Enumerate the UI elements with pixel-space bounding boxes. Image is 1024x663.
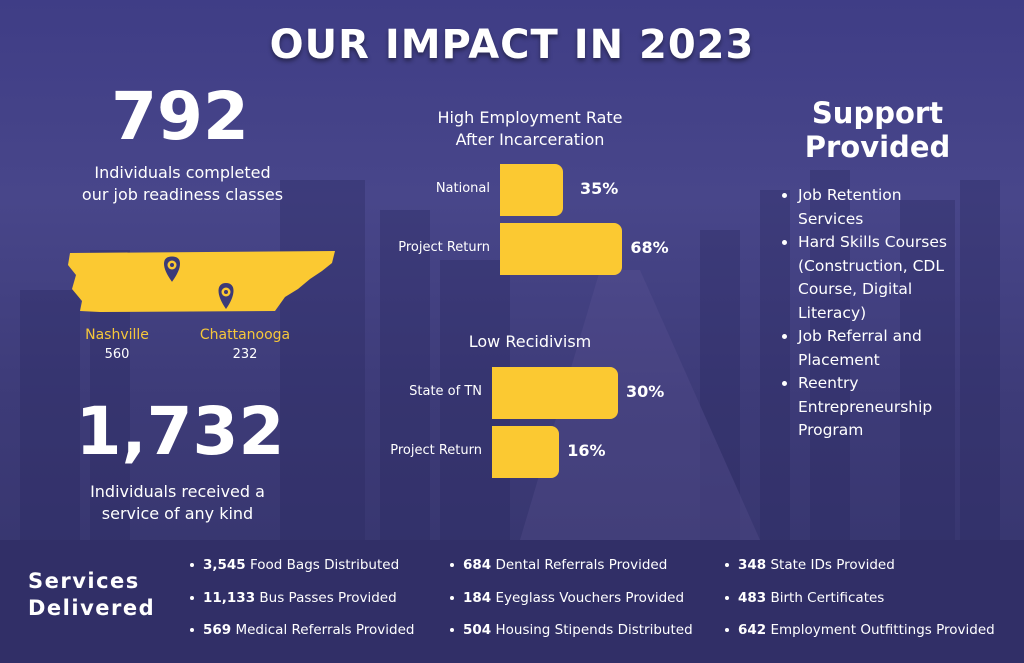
services-heading: Services Delivered [28,568,155,622]
service-item: 504 Housing Stipends Distributed [450,622,693,638]
completed-count: 792 [111,78,249,155]
bar-value-label: 30% [626,382,665,401]
bar [500,223,623,275]
bullet-icon [725,563,729,567]
bullet-icon [725,596,729,600]
service-item: 11,133 Bus Passes Provided [190,590,397,606]
support-item: Hard Skills Courses(Construction, CDLCou… [798,231,1018,325]
caption-line: Individuals completed [94,163,271,182]
bar-value-label: 35% [580,179,619,198]
service-item: 684 Dental Referrals Provided [450,557,667,573]
location-nashville: Nashville 560 [72,327,162,362]
service-count: 483 [738,590,767,606]
service-label: Housing Stipends Distributed [491,622,693,638]
service-label: Medical Referrals Provided [231,622,415,638]
bar [492,426,560,478]
heading-line: Services [28,569,140,593]
location-count: 560 [104,347,130,362]
chart-title-line: After Incarceration [455,130,605,149]
service-item: 642 Employment Outfittings Provided [725,622,995,638]
bar [492,367,618,419]
bullet-icon [190,596,194,600]
heading-line: Support [811,96,944,130]
heading-line: Delivered [28,596,156,620]
heading-line: Provided [804,130,951,164]
bar-value-label: 68% [630,238,669,257]
service-item: 483 Birth Certificates [725,590,884,606]
tennessee-map [68,251,335,312]
service-item: 3,545 Food Bags Distributed [190,557,399,573]
bullet-icon [190,563,194,567]
caption-line: Individuals received a [90,482,265,501]
service-label: Food Bags Distributed [245,557,400,573]
bullet-icon [450,628,454,632]
page-title: OUR IMPACT IN 2023 [269,22,755,68]
served-caption: Individuals received a service of any ki… [40,481,315,525]
map-pin-icon [164,256,180,282]
support-heading: Support Provided [790,96,965,164]
service-label: Employment Outfittings Provided [766,622,995,638]
services-band [0,540,1024,663]
service-count: 684 [463,557,492,573]
service-label: Eyeglass Vouchers Provided [491,590,685,606]
service-count: 569 [203,622,232,638]
service-count: 348 [738,557,767,573]
location-chattanooga: Chattanooga 232 [190,327,300,362]
bullet-icon [725,628,729,632]
service-count: 11,133 [203,590,256,606]
employment-chart-title: High Employment Rate After Incarceration [400,107,660,151]
served-count: 1,732 [75,393,285,470]
bar-label: State of TN [409,384,482,399]
map-pin-icon [218,283,234,309]
bar-label: Project Return [398,240,490,255]
service-count: 642 [738,622,767,638]
recidivism-chart-title: Low Recidivism [468,332,592,351]
service-label: State IDs Provided [766,557,895,573]
bullet-icon [450,596,454,600]
chart-title-line: High Employment Rate [437,108,623,127]
caption-line: our job readiness classes [81,185,284,204]
bullet-icon [450,563,454,567]
service-item: 348 State IDs Provided [725,557,895,573]
completed-caption: Individuals completed our job readiness … [40,162,325,206]
location-city: Chattanooga [199,327,291,343]
bullet-icon [190,628,194,632]
service-item: 569 Medical Referrals Provided [190,622,414,638]
service-label: Dental Referrals Provided [491,557,668,573]
bar [500,164,563,216]
service-count: 184 [463,590,492,606]
location-city: Nashville [85,327,149,343]
bar-value-label: 16% [567,441,606,460]
location-count: 232 [232,347,258,362]
service-label: Birth Certificates [766,590,885,606]
service-item: 184 Eyeglass Vouchers Provided [450,590,684,606]
bar-label: National [435,181,490,196]
service-count: 3,545 [203,557,246,573]
bar-label: Project Return [390,443,482,458]
service-count: 504 [463,622,492,638]
caption-line: service of any kind [101,504,254,523]
service-label: Bus Passes Provided [255,590,397,606]
